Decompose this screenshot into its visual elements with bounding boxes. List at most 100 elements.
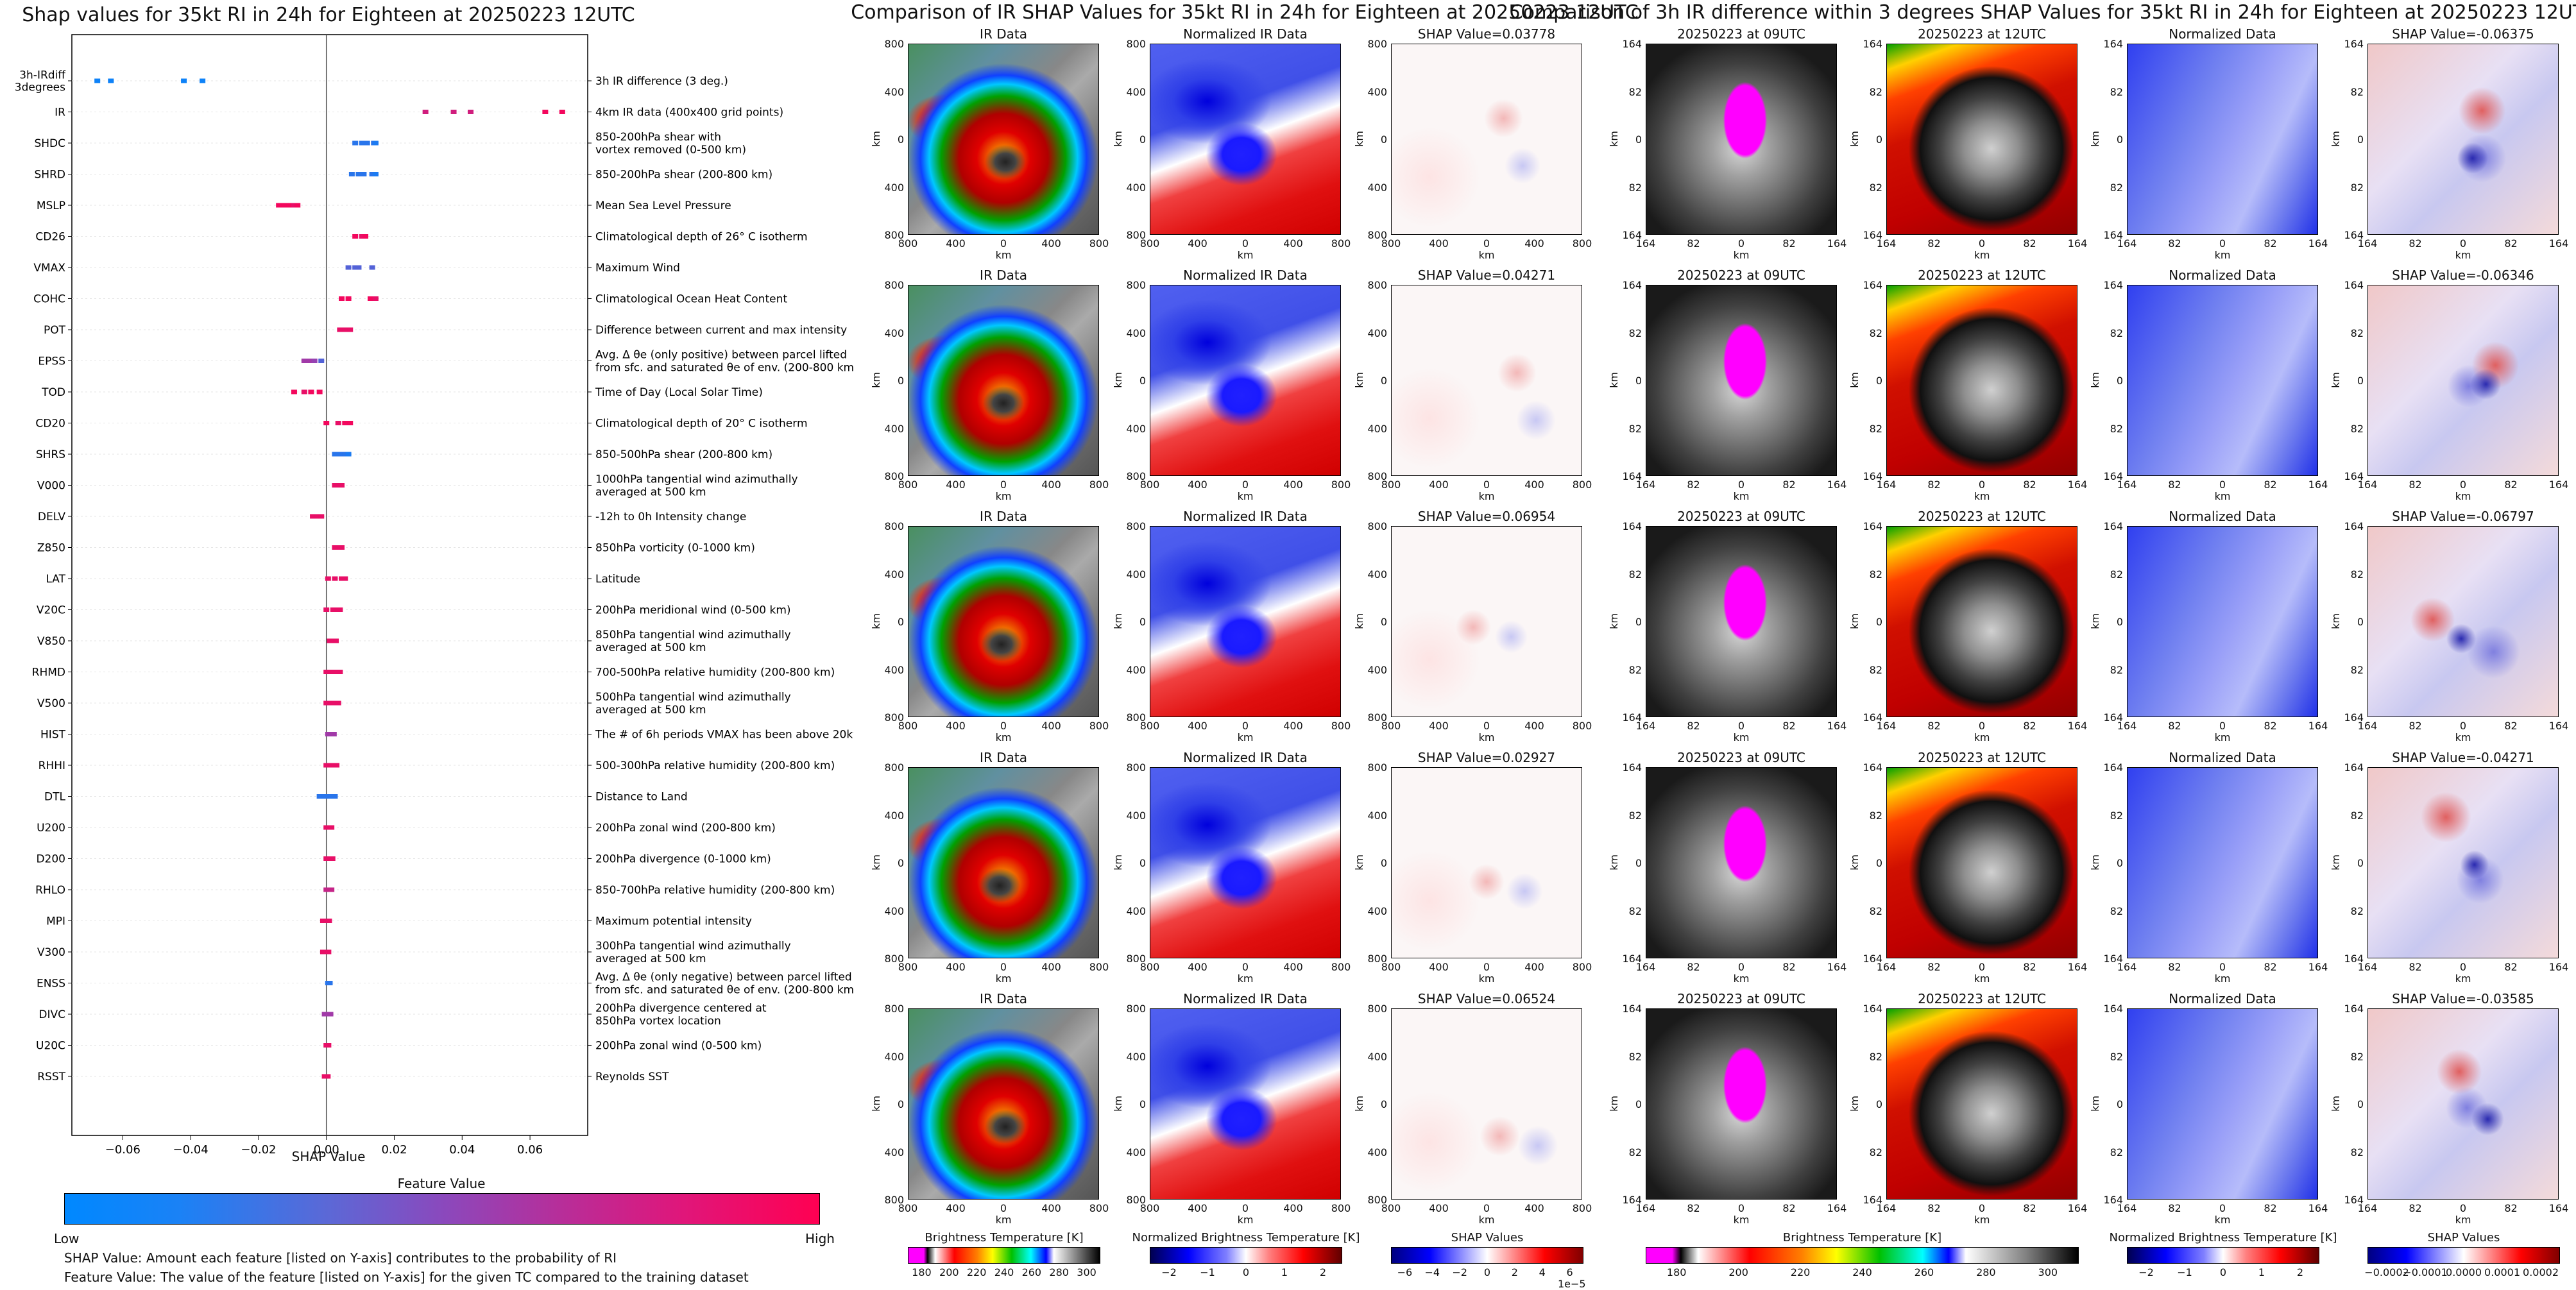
ir_panel-subplot-title: IR Data xyxy=(980,750,1027,765)
image-ytick-label: 164 xyxy=(1863,953,1882,965)
image-xtick-label: 82 xyxy=(2409,479,2422,491)
image-xtick-label: 164 xyxy=(2067,1202,2088,1214)
image-ytick-label: 0 xyxy=(1875,1098,1882,1110)
diff_panel-subplot-title: 20250223 at 09UTC xyxy=(1677,750,1805,765)
image-xtick-label: 82 xyxy=(2504,1202,2518,1214)
image-xtick-label: 82 xyxy=(1927,479,1941,491)
shap-point xyxy=(301,359,307,363)
image-ytick-label: 400 xyxy=(1126,809,1146,822)
shap-point xyxy=(328,825,335,830)
shap-point xyxy=(345,265,352,270)
shap-point xyxy=(325,949,332,955)
image-ytick-label: 0 xyxy=(1635,133,1642,146)
colorbar-tick-label: 2 xyxy=(1511,1266,1518,1278)
image-xaxis-label: km xyxy=(995,490,1012,502)
colorbar-tick-label: −0.0001 xyxy=(2403,1266,2448,1278)
image-xtick-label: 82 xyxy=(2504,479,2518,491)
shap-point xyxy=(327,763,334,768)
image-ytick-label: 164 xyxy=(2103,279,2123,291)
image-xaxis-label: km xyxy=(995,249,1012,261)
image-xtick-label: 400 xyxy=(1283,961,1303,973)
feature-description-label: Difference between current and max inten… xyxy=(595,324,847,337)
image-ytick-label: 82 xyxy=(2350,422,2364,435)
image-yaxis-label: km xyxy=(1111,372,1124,388)
shap-point xyxy=(367,296,373,301)
image-ytick-label: 800 xyxy=(884,1194,904,1206)
image-xtick-label: 164 xyxy=(2357,1202,2378,1214)
colorbar-tick-label: 220 xyxy=(1790,1266,1811,1278)
diff_panel-image xyxy=(2367,44,2559,235)
image-xaxis-label: km xyxy=(2455,1214,2471,1226)
image-ytick-label: 400 xyxy=(1367,1050,1387,1063)
image-xtick-label: 400 xyxy=(946,237,966,250)
diff_panel-image xyxy=(2367,1008,2559,1200)
image-xaxis-label: km xyxy=(1478,490,1495,502)
image-xtick-label: 0 xyxy=(1483,479,1490,491)
diff_panel-subplot-title: Normalized Data xyxy=(2169,26,2276,42)
image-ytick-label: 800 xyxy=(1126,470,1146,482)
image-ytick-label: 400 xyxy=(884,568,904,581)
image-yaxis-label: km xyxy=(2088,613,2101,629)
diff_panel-subplot-title: 20250223 at 09UTC xyxy=(1677,26,1805,42)
colorbar-tick-label: −1 xyxy=(1200,1266,1215,1278)
image-ytick-label: 800 xyxy=(1126,711,1146,724)
image-ytick-label: 0 xyxy=(1380,616,1387,628)
image-xtick-label: 82 xyxy=(1687,479,1700,491)
feature-description-label: 4km IR data (400x400 grid points) xyxy=(595,106,783,119)
feature-description-label: 200hPa zonal wind (0-500 km) xyxy=(595,1040,762,1053)
shap-point xyxy=(327,638,333,643)
image-xtick-label: 82 xyxy=(2023,479,2036,491)
colorbar-label: Normalized Brightness Temperature [K] xyxy=(2109,1231,2337,1244)
shap-point xyxy=(325,732,331,736)
colorbar-tick-label: 2 xyxy=(1319,1266,1327,1278)
image-xtick-label: 400 xyxy=(1524,1202,1544,1214)
xtick-label: −0.06 xyxy=(105,1143,141,1157)
image-xtick-label: 800 xyxy=(1381,479,1401,491)
image-ytick-label: 82 xyxy=(1628,85,1642,98)
image-xtick-label: 0 xyxy=(1978,237,1986,250)
feature-description-label: 850hPa vorticity (0-1000 km) xyxy=(595,542,755,555)
colorbar xyxy=(1646,1247,2079,1264)
image-xaxis-label: km xyxy=(1237,731,1254,743)
image-ytick-label: 82 xyxy=(2110,568,2123,581)
image-xtick-label: 82 xyxy=(1687,1202,1700,1214)
image-ytick-label: 0 xyxy=(897,1098,904,1110)
image-xtick-label: 82 xyxy=(1782,720,1796,732)
image-xtick-label: 800 xyxy=(1089,479,1109,491)
image-ytick-label: 164 xyxy=(1622,520,1642,532)
image-xaxis-label: km xyxy=(1733,972,1750,985)
image-ytick-label: 82 xyxy=(2350,809,2364,822)
shap-point xyxy=(321,1012,328,1017)
shap-point xyxy=(332,483,338,488)
image-ytick-label: 82 xyxy=(1869,422,1882,435)
image-ytick-label: 800 xyxy=(884,520,904,532)
colorbar-tick-label: 280 xyxy=(1976,1266,1996,1278)
image-ytick-label: 82 xyxy=(1628,663,1642,676)
shap-point xyxy=(355,265,362,270)
image-xtick-label: 82 xyxy=(2409,720,2422,732)
image-ytick-label: 82 xyxy=(2110,809,2123,822)
image-xtick-label: 400 xyxy=(1429,961,1449,973)
image-xtick-label: 0 xyxy=(2459,961,2467,973)
image-xtick-label: 82 xyxy=(2264,961,2277,973)
image-xtick-label: 400 xyxy=(946,961,966,973)
feature-name-label: U200 xyxy=(37,822,65,835)
image-xtick-label: 800 xyxy=(1572,961,1592,973)
diff_panel-subplot-title: Normalized Data xyxy=(2169,267,2276,283)
image-xtick-label: 400 xyxy=(1429,479,1449,491)
image-xtick-label: 82 xyxy=(1927,720,1941,732)
shap-point xyxy=(318,514,325,519)
colorbar-tick-label: 0.0002 xyxy=(2523,1266,2559,1278)
shap-point xyxy=(347,421,354,425)
image-xtick-label: 800 xyxy=(1139,479,1160,491)
shap-point xyxy=(335,545,341,550)
image-ytick-label: 0 xyxy=(1875,133,1882,146)
colorbar xyxy=(2127,1247,2319,1264)
shap-point xyxy=(352,265,359,270)
image-xtick-label: 0 xyxy=(2219,961,2226,973)
diff_panel-image xyxy=(2127,526,2318,717)
image-xtick-label: 800 xyxy=(1381,720,1401,732)
image-xaxis-label: km xyxy=(2214,249,2231,261)
feature-name-label: D200 xyxy=(36,853,65,866)
image-xtick-label: 800 xyxy=(1381,237,1401,250)
